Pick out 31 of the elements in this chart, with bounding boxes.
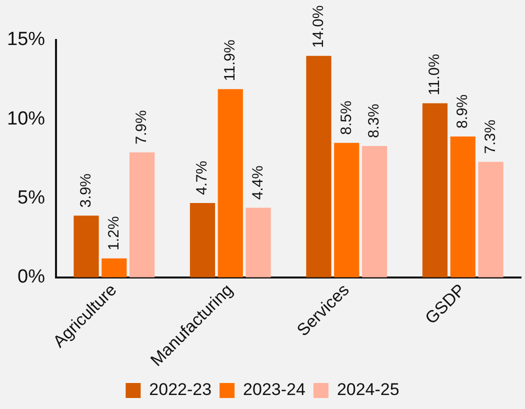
data-label: 8.3% — [366, 104, 383, 138]
bar — [218, 89, 243, 278]
bar — [129, 152, 155, 278]
legend-label: 2023-24 — [243, 380, 306, 400]
bar — [334, 142, 360, 278]
legend-label: 2024-25 — [336, 380, 400, 400]
data-label: 4.7% — [194, 160, 211, 196]
bar — [450, 136, 476, 278]
bar — [190, 203, 216, 278]
data-label: 11.0% — [426, 54, 444, 96]
bar — [74, 216, 99, 278]
data-label: 11.9% — [222, 40, 239, 82]
bar — [102, 258, 127, 278]
y-tick-label: 0% — [18, 266, 46, 288]
bar — [246, 208, 271, 278]
y-tick-label: 15% — [6, 29, 46, 50]
bar — [306, 56, 332, 278]
y-tick-label: 10% — [6, 108, 46, 130]
data-label: 8.9% — [454, 94, 472, 129]
y-tick-label: 5% — [18, 188, 46, 208]
data-label: 4.4% — [249, 166, 266, 200]
legend-label: 2022-23 — [149, 380, 212, 400]
data-label: 7.3% — [482, 120, 499, 154]
data-label: 7.9% — [133, 110, 150, 144]
data-label: 8.5% — [338, 100, 355, 135]
bar — [362, 146, 388, 278]
bar — [422, 103, 448, 278]
bar — [478, 162, 504, 278]
data-label: 14.0% — [310, 5, 327, 48]
data-label: 3.9% — [77, 173, 94, 208]
data-label: 1.2% — [105, 216, 122, 250]
